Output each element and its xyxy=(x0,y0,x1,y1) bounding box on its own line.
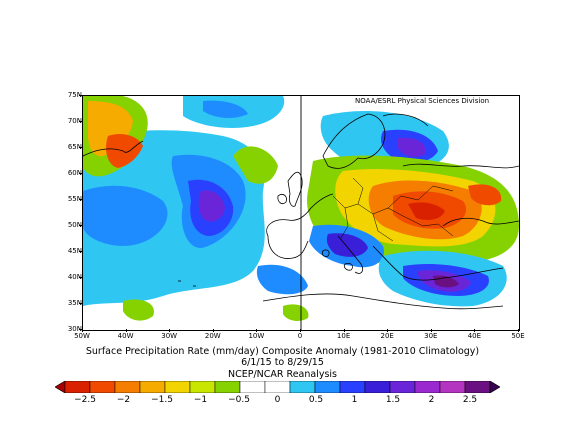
colorbar-label: 2 xyxy=(428,395,435,405)
colorbar-label: −1.5 xyxy=(151,395,173,405)
lon-tick xyxy=(125,329,127,332)
map-caption-source: NCEP/NCAR Reanalysis xyxy=(227,369,337,380)
lon-label: 10W xyxy=(248,332,265,340)
map-caption-dates: 6/1/15 to 8/29/15 xyxy=(241,357,324,368)
lon-tick xyxy=(169,329,171,332)
colorbar-label: 1.5 xyxy=(385,395,401,405)
lon-tick xyxy=(82,329,83,332)
lon-label: 40W xyxy=(117,332,134,340)
lat-tick xyxy=(79,95,82,96)
lon-tick xyxy=(256,329,258,332)
colorbar-swatch xyxy=(364,381,391,393)
lon-tick xyxy=(430,329,432,332)
lat-tick xyxy=(79,173,82,174)
lat-label: 65N xyxy=(67,143,82,151)
lon-tick xyxy=(212,329,214,332)
colorbar-swatch xyxy=(289,381,316,393)
colorbar-label: 1 xyxy=(351,395,358,405)
colorbar-label: −2.5 xyxy=(74,395,96,405)
colorbar-swatch xyxy=(414,381,441,393)
lon-label: 30E xyxy=(424,332,438,340)
lat-label: 35N xyxy=(67,299,82,307)
lon-label: 10E xyxy=(336,332,351,340)
lat-label: 45N xyxy=(67,247,82,255)
lon-tick xyxy=(343,329,345,332)
colorbar-swatch xyxy=(139,381,166,393)
lon-tick xyxy=(300,329,301,332)
lon-tick xyxy=(518,329,519,332)
colorbar-swatch xyxy=(389,381,416,393)
colorbar-swatch xyxy=(64,381,91,393)
lon-label: 30W xyxy=(161,332,178,340)
map-caption-title: Surface Precipitation Rate (mm/day) Comp… xyxy=(85,346,480,357)
credit-label: NOAA/ESRL Physical Sciences Division xyxy=(355,97,490,105)
lon-label: 20E xyxy=(380,332,394,340)
lon-label: 0 xyxy=(297,332,303,340)
colorbar-swatch xyxy=(214,381,241,393)
lat-label: 30N xyxy=(67,325,82,333)
lon-tick xyxy=(387,329,389,332)
map-panel xyxy=(82,95,520,331)
lat-tick xyxy=(79,329,82,330)
colorbar-swatch xyxy=(189,381,216,393)
lat-label: 75N xyxy=(67,91,82,99)
colorbar-swatch xyxy=(164,381,191,393)
colorbar-low-arrow xyxy=(55,381,66,393)
colorbar-high-arrow xyxy=(489,381,500,393)
lat-tick xyxy=(79,121,82,122)
country-borders xyxy=(332,177,454,242)
lat-label: 40N xyxy=(67,273,82,281)
colorbar xyxy=(55,381,500,393)
colorbar-swatch xyxy=(89,381,116,393)
colorbar-label: −0.5 xyxy=(228,395,250,405)
lat-tick xyxy=(79,147,82,148)
colorbar-swatch xyxy=(239,381,266,393)
lon-tick xyxy=(474,329,476,332)
lon-label: 50W xyxy=(74,332,90,340)
colorbar-swatch xyxy=(114,381,141,393)
lat-tick xyxy=(79,199,82,200)
colorbar-label: 2.5 xyxy=(462,395,478,405)
lon-label: 20W xyxy=(204,332,221,340)
colorbar-label: −1 xyxy=(193,395,208,405)
colorbar-label: 0.5 xyxy=(308,395,324,405)
anomaly-fill-layer xyxy=(83,96,519,321)
lat-tick xyxy=(79,225,82,226)
colorbar-label: 0 xyxy=(274,395,281,405)
colorbar-swatch xyxy=(314,381,341,393)
lon-label: 40E xyxy=(467,332,482,340)
coastlines xyxy=(83,113,519,310)
colorbar-swatch xyxy=(264,381,291,393)
precipitation-anomaly-map xyxy=(83,96,519,330)
lat-tick xyxy=(79,303,82,304)
lat-label: 60N xyxy=(67,169,82,177)
lat-label: 70N xyxy=(67,117,82,125)
lat-label: 50N xyxy=(67,221,82,229)
colorbar-swatch xyxy=(464,381,491,393)
lat-tick xyxy=(79,251,82,252)
colorbar-swatch xyxy=(339,381,366,393)
lat-tick xyxy=(79,277,82,278)
colorbar-label: −2 xyxy=(116,395,131,405)
colorbar-swatch xyxy=(439,381,466,393)
lon-label: 50E xyxy=(511,332,525,340)
lat-label: 55N xyxy=(67,195,82,203)
